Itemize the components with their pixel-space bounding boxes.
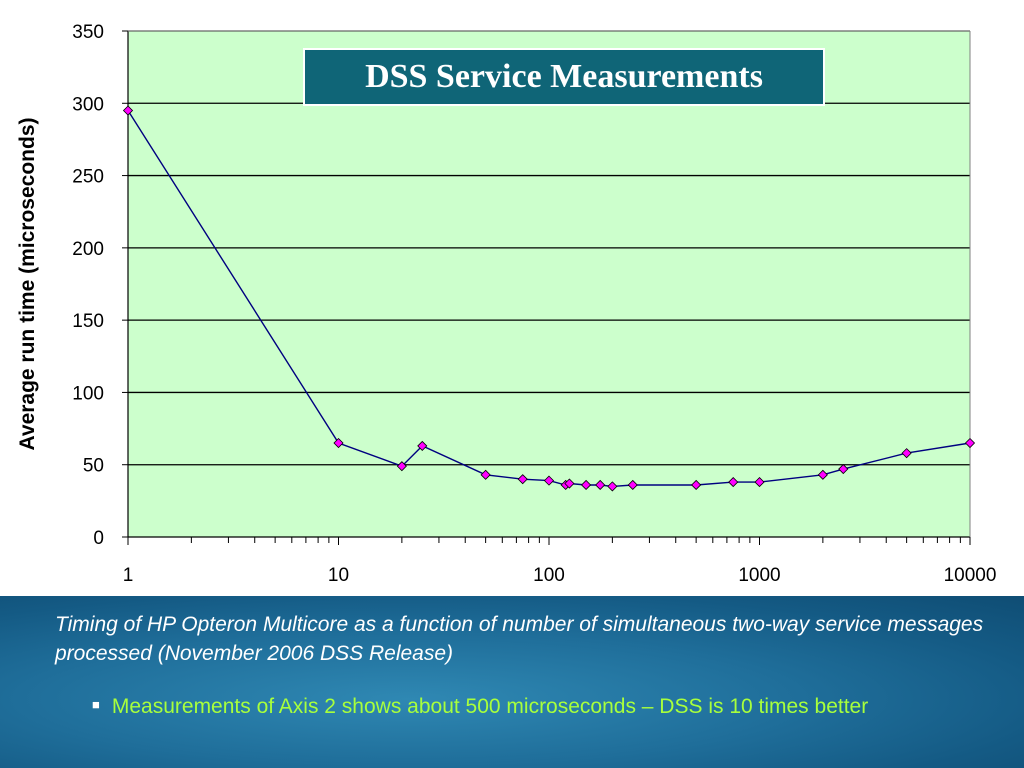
y-tick-label: 150 <box>72 311 104 332</box>
data-point <box>728 476 739 488</box>
y-tick-label: 200 <box>72 239 104 260</box>
data-point <box>564 478 575 489</box>
y-tick-label: 0 <box>93 528 104 549</box>
x-tick-label: 10 <box>328 565 349 586</box>
line-chart: 0 50 100 150 200 250 300 350 1 10 100 1000 10000 Ave… <box>16 22 996 586</box>
data-point <box>691 479 702 491</box>
y-tick-label: 50 <box>83 456 104 477</box>
caption-text: Timing of HP Opteron Multicore as a func… <box>55 613 984 665</box>
x-tick-label: 10000 <box>944 565 997 586</box>
data-point <box>396 461 407 472</box>
data-point <box>517 474 528 485</box>
data-series <box>122 105 976 492</box>
plot-area <box>128 31 970 537</box>
y-tick-label: 250 <box>72 167 104 188</box>
data-point <box>333 437 344 449</box>
data-point <box>838 463 849 475</box>
data-point <box>817 469 828 480</box>
y-tick-label: 350 <box>72 22 104 43</box>
data-point <box>595 479 606 491</box>
series-line <box>127 110 971 488</box>
bullet-text: Measurements of Axis 2 shows about 500 m… <box>111 695 869 718</box>
x-tick-label: 1 <box>123 565 134 586</box>
data-point <box>901 448 912 459</box>
y-axis-label: Average run time (microseconds) <box>16 118 39 451</box>
x-tick-label: 1000 <box>738 565 780 586</box>
data-point <box>543 475 555 486</box>
data-point <box>627 479 638 491</box>
data-point <box>754 476 765 488</box>
data-point <box>607 481 618 492</box>
bullet-item: ■ Measurements of Axis 2 shows about 500… <box>92 692 912 721</box>
y-tick-label: 300 <box>72 94 104 115</box>
data-point <box>480 469 491 480</box>
x-tick-label: 100 <box>533 565 565 586</box>
tick-labels: 0 50 100 150 200 250 300 350 1 10 100 1000 10000 <box>72 22 996 586</box>
data-point <box>122 105 134 116</box>
chart-title-box: DSS Service Measurements <box>303 48 825 106</box>
y-tick-label: 100 <box>72 383 104 404</box>
bullet-square-icon: ■ <box>92 697 100 712</box>
chart-title: DSS Service Measurements <box>365 58 763 95</box>
data-point <box>964 437 976 449</box>
data-point <box>581 479 592 491</box>
data-point <box>417 440 428 451</box>
chart-area: 0 50 100 150 200 250 300 350 1 10 100 1000 10000 Ave… <box>16 22 997 586</box>
caption-panel: Timing of HP Opteron Multicore as a func… <box>0 596 1024 768</box>
